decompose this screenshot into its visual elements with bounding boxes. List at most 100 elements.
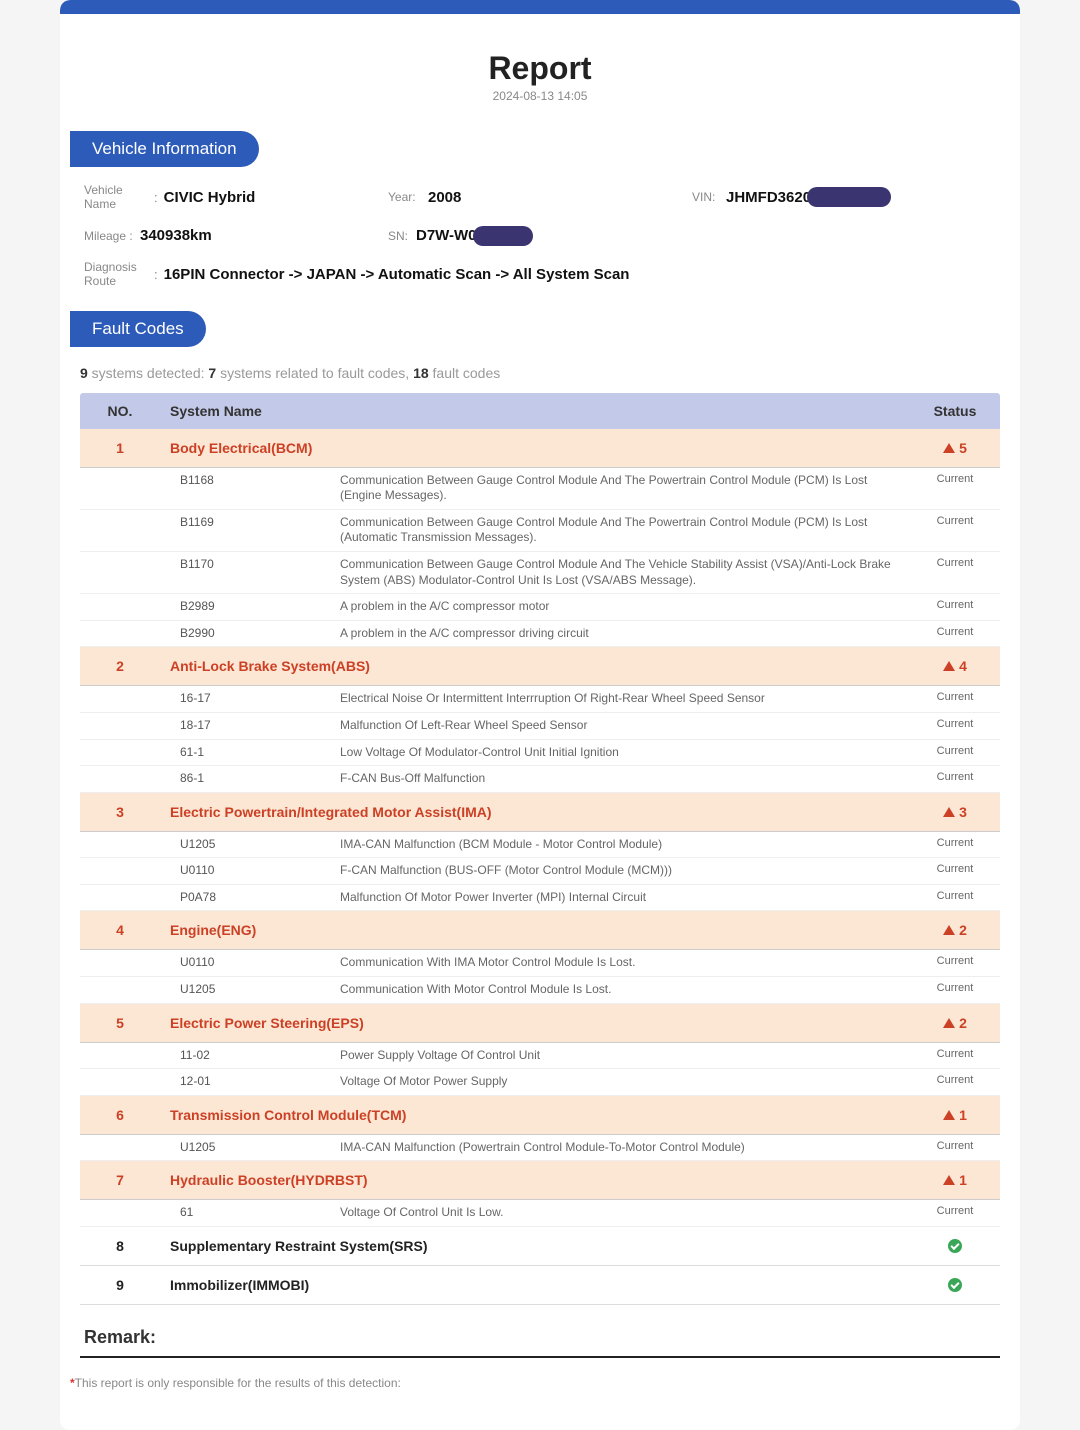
warning-icon (943, 1175, 955, 1185)
code-row: B2990A problem in the A/C compressor dri… (80, 621, 1000, 648)
system-no: 7 (80, 1172, 160, 1188)
code-row: B2989A problem in the A/C compressor mot… (80, 594, 1000, 621)
code-status: Current (910, 1205, 1000, 1217)
system-row: 4Engine(ENG) 2 (80, 911, 1000, 950)
code-row: U1205IMA-CAN Malfunction (Powertrain Con… (80, 1135, 1000, 1162)
code-desc: A problem in the A/C compressor driving … (340, 626, 910, 642)
vi-route: Diagnosis Route : 16PIN Connector -> JAP… (84, 260, 996, 289)
code-desc: Electrical Noise Or Intermittent Interrr… (340, 691, 910, 707)
hdr-no: NO. (80, 403, 160, 419)
code-row: B1170Communication Between Gauge Control… (80, 552, 1000, 594)
warning-icon (943, 661, 955, 671)
code-id: U0110 (160, 955, 340, 969)
vi-sn-value: D7W-W0 (416, 227, 477, 244)
vi-sn: SN: D7W-W0 (388, 226, 692, 246)
code-status: Current (910, 718, 1000, 730)
fault-table: NO. System Name Status 1Body Electrical(… (80, 393, 1000, 1305)
fault-summary: 9 systems detected: 7 systems related to… (70, 357, 1010, 393)
code-id: 16-17 (160, 691, 340, 705)
code-id: 61 (160, 1205, 340, 1219)
code-status: Current (910, 863, 1000, 875)
section-vehicle-info: Vehicle Information (70, 131, 259, 167)
fault-count: 2 (959, 922, 967, 938)
system-row: 3Electric Powertrain/Integrated Motor As… (80, 793, 1000, 832)
code-status: Current (910, 1048, 1000, 1060)
code-id: 18-17 (160, 718, 340, 732)
system-no: 5 (80, 1015, 160, 1031)
code-row: 86-1F-CAN Bus-Off MalfunctionCurrent (80, 766, 1000, 793)
code-desc: IMA-CAN Malfunction (BCM Module - Motor … (340, 837, 910, 853)
vi-name-value: CIVIC Hybrid (164, 189, 256, 206)
table-header: NO. System Name Status (80, 393, 1000, 429)
code-id: 11-02 (160, 1048, 340, 1062)
warning-icon (943, 443, 955, 453)
code-status: Current (910, 837, 1000, 849)
code-id: B1169 (160, 515, 340, 529)
system-status: 1 (910, 1172, 1000, 1188)
vi-name: Vehicle Name : CIVIC Hybrid (84, 183, 388, 212)
summary-fault-codes: 18 (413, 365, 429, 381)
system-status: 1 (910, 1107, 1000, 1123)
system-status: 2 (910, 922, 1000, 938)
report-date: 2024-08-13 14:05 (70, 89, 1010, 103)
code-row: 12-01Voltage Of Motor Power SupplyCurren… (80, 1069, 1000, 1096)
vi-mileage: Mileage : 340938km (84, 226, 388, 246)
system-no: 4 (80, 922, 160, 938)
redacted-sn (473, 226, 533, 246)
system-status: 5 (910, 440, 1000, 456)
code-status: Current (910, 982, 1000, 994)
code-desc: Malfunction Of Left-Rear Wheel Speed Sen… (340, 718, 910, 734)
code-row: 61-1Low Voltage Of Modulator-Control Uni… (80, 740, 1000, 767)
system-name: Anti-Lock Brake System(ABS) (160, 658, 910, 674)
system-status: 4 (910, 658, 1000, 674)
disclaimer-text: This report is only responsible for the … (75, 1376, 401, 1390)
code-status: Current (910, 691, 1000, 703)
code-id: 61-1 (160, 745, 340, 759)
system-name: Supplementary Restraint System(SRS) (160, 1238, 910, 1254)
vi-vin: VIN: JHMFD3620 (692, 183, 996, 212)
code-id: U0110 (160, 863, 340, 877)
code-id: U1205 (160, 837, 340, 851)
top-accent-bar (60, 0, 1020, 14)
system-row: 7Hydraulic Booster(HYDRBST)1 (80, 1161, 1000, 1200)
vi-year-value: 2008 (428, 189, 461, 206)
ok-icon (948, 1278, 962, 1292)
system-row: 1Body Electrical(BCM)5 (80, 429, 1000, 468)
system-row: 5Electric Power Steering(EPS)2 (80, 1004, 1000, 1043)
fault-count: 2 (959, 1015, 967, 1031)
code-status: Current (910, 626, 1000, 638)
vi-sn-label: SN: (388, 229, 416, 243)
fault-count: 3 (959, 804, 967, 820)
code-id: B2990 (160, 626, 340, 640)
system-no: 6 (80, 1107, 160, 1123)
code-status: Current (910, 745, 1000, 757)
system-name: Transmission Control Module(TCM) (160, 1107, 910, 1123)
code-status: Current (910, 890, 1000, 902)
code-row: 18-17Malfunction Of Left-Rear Wheel Spee… (80, 713, 1000, 740)
system-no: 2 (80, 658, 160, 674)
code-id: B2989 (160, 599, 340, 613)
fault-count: 5 (959, 440, 967, 456)
system-row: 2Anti-Lock Brake System(ABS) 4 (80, 647, 1000, 686)
system-status: 3 (910, 804, 1000, 820)
report-title: Report (70, 50, 1010, 87)
vi-route-value: 16PIN Connector -> JAPAN -> Automatic Sc… (164, 266, 630, 283)
code-row: U0110F-CAN Malfunction (BUS-OFF (Motor C… (80, 858, 1000, 885)
code-status: Current (910, 599, 1000, 611)
vi-year: Year: 2008 (388, 183, 692, 212)
code-status: Current (910, 515, 1000, 527)
code-row: U1205IMA-CAN Malfunction (BCM Module - M… (80, 832, 1000, 859)
code-row: 11-02Power Supply Voltage Of Control Uni… (80, 1043, 1000, 1070)
vi-vin-label: VIN: (692, 190, 726, 204)
system-no: 3 (80, 804, 160, 820)
code-desc: Low Voltage Of Modulator-Control Unit In… (340, 745, 910, 761)
fault-count: 4 (959, 658, 967, 674)
warning-icon (943, 1110, 955, 1120)
code-id: 12-01 (160, 1074, 340, 1088)
warning-icon (943, 925, 955, 935)
system-name: Engine(ENG) (160, 922, 910, 938)
disclaimer: *This report is only responsible for the… (70, 1376, 1000, 1390)
system-name: Electric Powertrain/Integrated Motor Ass… (160, 804, 910, 820)
hdr-status: Status (910, 403, 1000, 419)
system-name: Immobilizer(IMMOBI) (160, 1277, 910, 1293)
